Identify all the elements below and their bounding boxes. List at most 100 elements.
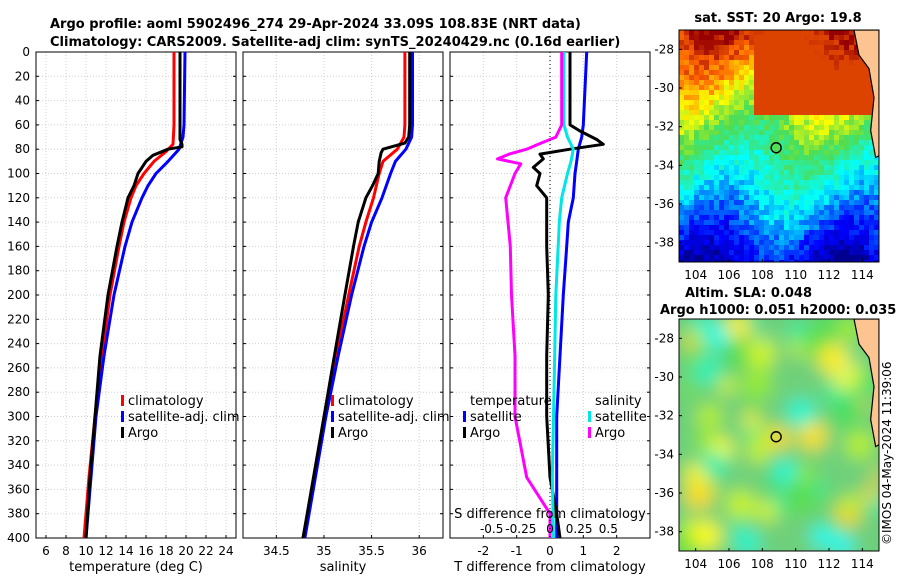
sst-cell bbox=[679, 245, 684, 250]
sst-cell bbox=[819, 240, 824, 245]
sst-cell bbox=[714, 200, 719, 205]
sst-cell bbox=[779, 195, 784, 200]
sla-blob bbox=[726, 490, 756, 519]
sst-cell bbox=[774, 75, 779, 80]
sst-cell bbox=[844, 260, 849, 262]
sst-cell bbox=[779, 30, 784, 35]
sst-cell bbox=[834, 170, 839, 175]
sst-cell bbox=[694, 70, 699, 75]
sst-cell bbox=[679, 140, 684, 145]
sst-cell bbox=[839, 35, 844, 40]
map-frame bbox=[678, 318, 880, 552]
sst-cell bbox=[754, 140, 759, 145]
sst-cell bbox=[754, 35, 759, 40]
sst-cell bbox=[799, 85, 804, 90]
sst-cell bbox=[819, 70, 824, 75]
sst-cell bbox=[794, 65, 799, 70]
sst-cell bbox=[814, 135, 819, 140]
legend-label-argo: Argo bbox=[128, 426, 158, 441]
sst-cell bbox=[744, 145, 749, 150]
sst-cell bbox=[834, 180, 839, 185]
sst-cell bbox=[814, 260, 819, 262]
sst-cell bbox=[679, 190, 684, 195]
sst-cell bbox=[704, 260, 709, 262]
sst-cell bbox=[834, 250, 839, 255]
sst-cell bbox=[739, 85, 744, 90]
sst-cell bbox=[754, 215, 759, 220]
sst-cell bbox=[754, 180, 759, 185]
sst-cell bbox=[739, 110, 744, 115]
sst-cell bbox=[744, 200, 749, 205]
sst-cell bbox=[784, 80, 789, 85]
sst-cell bbox=[714, 85, 719, 90]
sst-cell bbox=[774, 60, 779, 65]
s-tick-label: -0.25 bbox=[505, 522, 536, 536]
sst-cell bbox=[824, 170, 829, 175]
sst-cell bbox=[719, 180, 724, 185]
sla-map-subtitle: Argo h1000: 0.051 h2000: 0.035 bbox=[660, 303, 896, 318]
sst-cell bbox=[819, 40, 824, 45]
sst-cell bbox=[829, 255, 834, 260]
sst-cell bbox=[859, 235, 864, 240]
sst-cell bbox=[679, 230, 684, 235]
sst-cell bbox=[679, 65, 684, 70]
sst-cell bbox=[799, 190, 804, 195]
series-line-salinity-satellite bbox=[550, 52, 575, 538]
sst-cell bbox=[839, 160, 844, 165]
sst-cell bbox=[694, 65, 699, 70]
depth-tick-label: 80 bbox=[15, 142, 30, 156]
sst-cell bbox=[784, 225, 789, 230]
sst-cell bbox=[834, 235, 839, 240]
sst-cell bbox=[729, 160, 734, 165]
sst-cell bbox=[774, 250, 779, 255]
sst-cell bbox=[839, 55, 844, 60]
sst-cell bbox=[844, 110, 849, 115]
sst-cell bbox=[864, 235, 869, 240]
sst-cell bbox=[779, 130, 784, 135]
sst-cell bbox=[794, 225, 799, 230]
sst-cell bbox=[779, 60, 784, 65]
sst-cell bbox=[749, 195, 754, 200]
sst-cell bbox=[679, 170, 684, 175]
sst-cell bbox=[859, 255, 864, 260]
sst-cell bbox=[719, 175, 724, 180]
sst-cell bbox=[709, 155, 714, 160]
sla-blob bbox=[756, 500, 778, 522]
sst-cell bbox=[679, 250, 684, 255]
sst-cell bbox=[804, 255, 809, 260]
sst-cell bbox=[719, 260, 724, 262]
sst-cell bbox=[694, 195, 699, 200]
sst-cell bbox=[839, 195, 844, 200]
salinity-legend: climatology satellite-adj. clim Argo bbox=[331, 394, 450, 441]
sst-cell bbox=[844, 230, 849, 235]
sst-cell bbox=[734, 185, 739, 190]
sst-cell bbox=[729, 100, 734, 105]
sst-cell bbox=[859, 115, 864, 120]
sst-cell bbox=[834, 115, 839, 120]
sst-cell bbox=[694, 235, 699, 240]
sst-cell bbox=[829, 125, 834, 130]
sst-cell bbox=[804, 145, 809, 150]
sst-cell bbox=[784, 190, 789, 195]
sst-cell bbox=[704, 125, 709, 130]
sst-cell bbox=[719, 30, 724, 35]
sst-cell bbox=[699, 165, 704, 170]
sst-cell bbox=[794, 160, 799, 165]
sst-cell bbox=[709, 50, 714, 55]
sst-cell bbox=[794, 165, 799, 170]
sst-cell bbox=[759, 100, 764, 105]
sst-cell bbox=[724, 185, 729, 190]
sst-cell bbox=[689, 45, 694, 50]
sst-cell bbox=[699, 215, 704, 220]
sst-cell bbox=[764, 225, 769, 230]
sst-cell bbox=[874, 230, 879, 235]
sst-cell bbox=[834, 130, 839, 135]
sst-cell bbox=[739, 145, 744, 150]
sst-cell bbox=[714, 220, 719, 225]
depth-tick-label: 160 bbox=[7, 239, 30, 253]
sst-cell bbox=[709, 150, 714, 155]
sst-cell bbox=[719, 50, 724, 55]
sst-cell bbox=[764, 145, 769, 150]
sst-cell bbox=[849, 125, 854, 130]
